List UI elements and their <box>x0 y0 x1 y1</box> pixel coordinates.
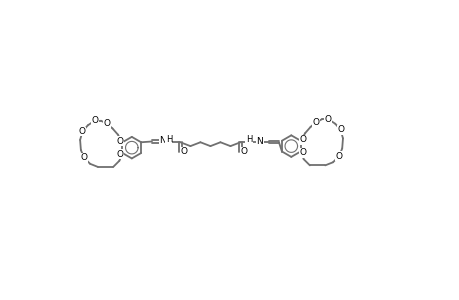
Text: O: O <box>241 147 247 156</box>
Text: H: H <box>245 135 252 144</box>
Text: O: O <box>299 148 306 157</box>
Text: O: O <box>117 150 123 159</box>
Text: O: O <box>312 118 319 127</box>
Text: O: O <box>117 136 123 146</box>
Text: O: O <box>335 152 342 160</box>
Text: O: O <box>103 119 110 128</box>
Text: O: O <box>80 153 87 162</box>
Text: O: O <box>79 127 86 136</box>
Text: O: O <box>299 135 306 144</box>
Text: O: O <box>91 116 98 125</box>
Text: O: O <box>324 115 331 124</box>
Text: H: H <box>165 135 172 144</box>
Text: O: O <box>336 125 343 134</box>
Text: N: N <box>159 136 166 145</box>
Text: O: O <box>180 147 187 156</box>
Text: N: N <box>256 137 263 146</box>
